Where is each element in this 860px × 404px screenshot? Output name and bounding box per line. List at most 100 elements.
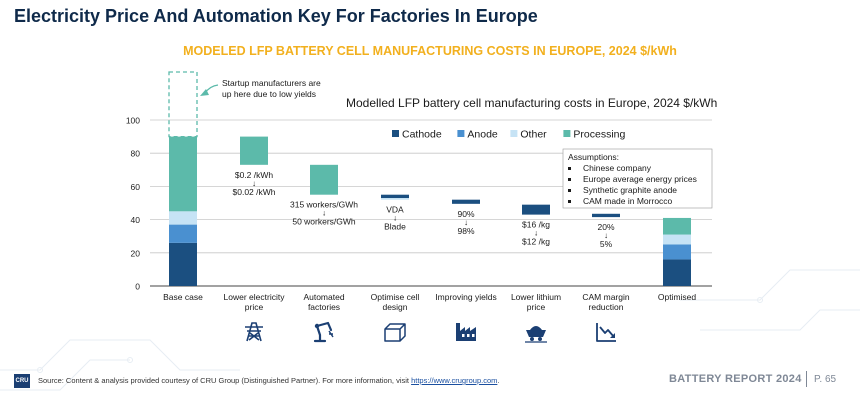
change-from-label: $16 /kg xyxy=(522,220,550,230)
page-title: Electricity Price And Automation Key For… xyxy=(14,6,538,26)
change-arrow: ↓ xyxy=(252,179,256,188)
declining-chart-icon xyxy=(596,323,616,342)
startup-arrow-head xyxy=(200,89,209,96)
assumptions-title: Assumptions: xyxy=(568,152,619,162)
mining-cart-wheel xyxy=(530,337,534,341)
legend-label-anode: Anode xyxy=(467,129,498,141)
change-to-label: 5% xyxy=(600,239,613,249)
x-tick-label: Lower electricity xyxy=(224,292,286,302)
factory-window xyxy=(467,334,470,337)
chart-heading: MODELED LFP BATTERY CELL MANUFACTURING C… xyxy=(183,44,677,58)
legend-label-processing: Processing xyxy=(573,129,625,141)
assumptions-box xyxy=(562,148,713,209)
bar-base-case-other xyxy=(169,211,197,225)
bar-lower-electricity-price-processing xyxy=(240,136,268,165)
bar-optimise-cell-design-other xyxy=(381,198,409,200)
mining-cart-load xyxy=(530,326,542,330)
bar-cam-margin-reduction-cathode xyxy=(592,213,620,218)
assumption-bullet xyxy=(568,200,571,203)
source-text: Source: Content & analysis provided cour… xyxy=(38,376,412,385)
footer-divider xyxy=(806,371,807,387)
x-tick-label: Automated xyxy=(303,292,344,302)
source-suffix: . xyxy=(497,376,500,385)
assumption-bullet xyxy=(568,178,571,181)
declining-chart-arrowhead xyxy=(610,333,615,338)
y-tick-label: 60 xyxy=(131,182,141,192)
bar-lower-lithium-price-cathode xyxy=(522,204,550,215)
legend-swatch-other xyxy=(510,130,518,137)
x-tick-label: Improving yields xyxy=(435,292,496,302)
x-tick-label: factories xyxy=(308,302,340,312)
x-tick-label: reduction xyxy=(589,302,624,312)
bar-automated-factories-processing xyxy=(310,164,338,195)
legend-label-other: Other xyxy=(520,129,547,141)
bar-base-case-cathode xyxy=(169,242,197,286)
legend-label-cathode: Cathode xyxy=(402,129,442,141)
change-to-label: Blade xyxy=(384,222,406,232)
bar-optimised-other xyxy=(663,234,691,245)
y-tick-label: 40 xyxy=(131,215,141,225)
startup-annotation: Startup manufacturers are xyxy=(222,78,321,88)
x-tick-label: price xyxy=(527,302,546,312)
legend-swatch-processing xyxy=(563,130,571,137)
change-arrow: ↓ xyxy=(534,229,538,238)
change-from-label: $0.2 /kWh xyxy=(235,170,274,180)
mining-cart-wheel xyxy=(538,337,542,341)
startup-annotation: up here due to low yields xyxy=(222,89,316,99)
bar-base-case-anode xyxy=(169,224,197,243)
bar-optimised-cathode xyxy=(663,259,691,286)
power-pylon-icon xyxy=(245,322,263,342)
x-tick-label: Base case xyxy=(163,292,203,302)
change-arrow: ↓ xyxy=(464,218,468,227)
chart-title: Modelled LFP battery cell manufacturing … xyxy=(346,96,717,110)
startup-range-box xyxy=(168,71,198,138)
robot-arm-joint xyxy=(314,323,320,329)
assumption-item: Europe average energy prices xyxy=(583,174,697,184)
change-to-label: $0.02 /kWh xyxy=(233,187,276,197)
x-tick-label: Lower lithium xyxy=(511,292,561,302)
legend-swatch-cathode xyxy=(392,130,399,137)
bar-optimise-cell-design-cathode xyxy=(381,194,409,199)
source-note: Source: Content & analysis provided cour… xyxy=(38,376,499,385)
y-tick-label: 0 xyxy=(135,282,140,292)
y-tick-label: 100 xyxy=(126,116,140,126)
change-from-label: 90% xyxy=(457,209,474,219)
page-number: P. 65 xyxy=(814,374,837,385)
assumption-item: CAM made in Morrocco xyxy=(583,196,673,206)
change-to-label: 50 workers/GWh xyxy=(292,217,356,227)
x-tick-label: Optimise cell xyxy=(371,292,420,302)
change-to-label: 98% xyxy=(457,226,474,236)
cru-logo-icon: CRU xyxy=(14,374,30,388)
change-from-label: 20% xyxy=(597,222,614,232)
bar-base-case-processing xyxy=(169,136,197,212)
robot-arm-gripper xyxy=(328,330,334,338)
mining-cart-icon xyxy=(526,330,546,337)
legend-swatch-anode xyxy=(457,130,465,137)
source-link[interactable]: https://www.crugroup.com xyxy=(411,376,498,385)
change-from-label: 315 workers/GWh xyxy=(290,200,358,210)
bar-improving-yields-cathode xyxy=(452,199,480,204)
change-arrow: ↓ xyxy=(322,209,326,218)
x-tick-label: price xyxy=(245,302,264,312)
assumption-item: Synthetic graphite anode xyxy=(583,185,677,195)
change-arrow: ↓ xyxy=(393,214,397,223)
battery-cell-icon xyxy=(384,323,406,342)
factory-window xyxy=(462,334,465,337)
assumption-item: Chinese company xyxy=(583,163,652,173)
x-tick-label: design xyxy=(382,302,407,312)
x-tick-label: Optimised xyxy=(658,292,697,302)
y-tick-label: 20 xyxy=(131,248,141,258)
change-to-label: $12 /kg xyxy=(522,237,550,247)
bar-optimised-processing xyxy=(663,217,691,235)
factory-window xyxy=(472,334,475,337)
assumption-bullet xyxy=(568,189,571,192)
change-arrow: ↓ xyxy=(604,231,608,240)
change-from-label: VDA xyxy=(386,205,404,215)
bar-optimised-anode xyxy=(663,244,691,260)
report-name: BATTERY REPORT 2024 xyxy=(669,373,802,385)
assumption-bullet xyxy=(568,167,571,170)
y-tick-label: 80 xyxy=(131,149,141,159)
factory-icon xyxy=(456,323,476,341)
